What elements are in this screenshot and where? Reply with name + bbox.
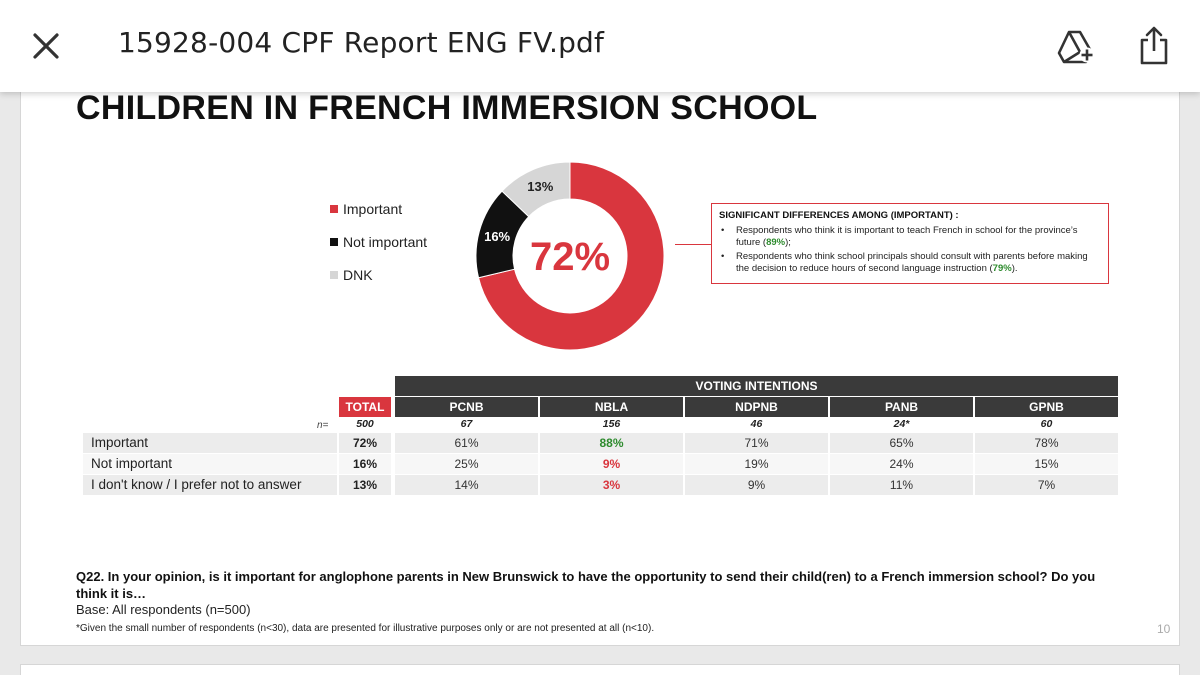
cell-background bbox=[830, 475, 973, 495]
legend-item-dnk: DNK bbox=[330, 267, 373, 283]
significant-differences-box: SIGNIFICANT DIFFERENCES AMONG (IMPORTANT… bbox=[711, 203, 1109, 284]
cell-background bbox=[339, 475, 391, 495]
cell-background bbox=[395, 454, 538, 474]
row-background bbox=[83, 433, 337, 453]
total-cell: 16% bbox=[352, 457, 378, 471]
voting-intentions-header: VOTING INTENTIONS bbox=[395, 376, 1118, 396]
page-number: 10 bbox=[1157, 622, 1171, 636]
value-cell: 11% bbox=[889, 478, 914, 492]
donut-slice-dnk bbox=[501, 161, 571, 218]
cell-background bbox=[685, 475, 828, 495]
legend-swatch bbox=[330, 271, 338, 279]
value-cell: 88% bbox=[599, 436, 624, 450]
legend-item-important: Important bbox=[330, 201, 402, 217]
row-background bbox=[83, 475, 337, 495]
value-cell: 3% bbox=[602, 478, 621, 492]
add-to-drive-icon bbox=[1057, 30, 1095, 64]
slice-label: 16% bbox=[484, 229, 510, 244]
n-total: 500 bbox=[356, 418, 374, 430]
question-text: Q22. In your opinion, is it important fo… bbox=[76, 569, 1096, 601]
donut-center-label: 72% bbox=[530, 235, 610, 279]
cell-background bbox=[540, 475, 683, 495]
donut-chart: 16% 13% 72% bbox=[475, 161, 665, 351]
column-header-panb: PANB bbox=[830, 397, 973, 417]
cell-background bbox=[339, 433, 391, 453]
cell-background bbox=[395, 475, 538, 495]
difference-text-pre: Respondents who think it is important to… bbox=[736, 225, 1078, 248]
column-header-ndpnb: NDPNB bbox=[685, 397, 828, 417]
cell-background bbox=[975, 454, 1118, 474]
close-icon bbox=[33, 33, 59, 59]
n-value: 24* bbox=[893, 418, 910, 430]
share-icon bbox=[1140, 26, 1168, 65]
row-label: I don't know / I prefer not to answer bbox=[91, 477, 302, 492]
value-cell: 9% bbox=[602, 457, 621, 471]
cell-background bbox=[685, 454, 828, 474]
row-label: Not important bbox=[91, 456, 173, 471]
value-cell: 15% bbox=[1034, 457, 1059, 471]
cell-background bbox=[830, 433, 973, 453]
difference-value: 89% bbox=[766, 237, 786, 248]
value-cell: 61% bbox=[454, 436, 479, 450]
n-value: 67 bbox=[460, 418, 473, 430]
value-cell: 24% bbox=[889, 457, 914, 471]
row-label: Important bbox=[91, 435, 149, 450]
difference-value: 79% bbox=[992, 263, 1012, 274]
difference-item: • Respondents who think it is important … bbox=[719, 225, 1100, 249]
legend-swatch bbox=[330, 238, 338, 246]
value-cell: 7% bbox=[1037, 478, 1056, 492]
difference-text-post: ); bbox=[785, 237, 791, 248]
callout-connector bbox=[675, 244, 711, 245]
total-cell: 72% bbox=[352, 436, 378, 450]
viewer-toolbar: 15928-004 CPF Report ENG FV.pdf bbox=[0, 0, 1200, 92]
cell-background bbox=[540, 433, 683, 453]
legend-swatch bbox=[330, 205, 338, 213]
bullet: • bbox=[721, 225, 725, 236]
bullet: • bbox=[721, 251, 725, 262]
share-button[interactable] bbox=[1136, 24, 1172, 66]
column-header-nbla: NBLA bbox=[540, 397, 683, 417]
value-cell: 71% bbox=[744, 436, 769, 450]
value-cell: 9% bbox=[747, 478, 766, 492]
cell-background bbox=[83, 454, 337, 474]
n-label: n= bbox=[317, 420, 329, 431]
value-cell: 25% bbox=[454, 457, 479, 471]
legend-item-not-important: Not important bbox=[330, 234, 427, 250]
footnote: *Given the small number of respondents (… bbox=[76, 623, 655, 634]
cell-background bbox=[830, 454, 973, 474]
legend-label: Important bbox=[343, 201, 403, 217]
n-value: 46 bbox=[750, 418, 763, 430]
cell-background bbox=[540, 454, 683, 474]
n-value: 60 bbox=[1040, 418, 1053, 430]
cell-background bbox=[975, 433, 1118, 453]
slide-title: CHILDREN IN FRENCH IMMERSION SCHOOL bbox=[76, 89, 818, 127]
cell-background bbox=[975, 475, 1118, 495]
difference-item: • Respondents who think school principal… bbox=[719, 251, 1100, 275]
legend-label: Not important bbox=[343, 234, 428, 250]
column-header-pcnb: PCNB bbox=[395, 397, 538, 417]
legend-label: DNK bbox=[343, 267, 373, 283]
next-pdf-page[interactable] bbox=[20, 664, 1180, 675]
cell-background bbox=[339, 454, 391, 474]
total-cell: 13% bbox=[352, 478, 378, 492]
n-value: 156 bbox=[602, 418, 621, 430]
cell-background bbox=[395, 433, 538, 453]
document-title: 15928-004 CPF Report ENG FV.pdf bbox=[118, 26, 605, 59]
difference-text-post: ). bbox=[1011, 263, 1018, 274]
value-cell: 19% bbox=[744, 457, 769, 471]
value-cell: 78% bbox=[1034, 436, 1059, 450]
close-button[interactable] bbox=[28, 28, 64, 64]
add-to-drive-button[interactable] bbox=[1056, 26, 1096, 66]
cell-background bbox=[685, 433, 828, 453]
total-header: TOTAL bbox=[339, 397, 391, 417]
value-cell: 14% bbox=[454, 478, 479, 492]
donut-slice-important bbox=[477, 161, 665, 351]
slice-label: 13% bbox=[527, 179, 553, 194]
pdf-page[interactable]: CHILDREN IN FRENCH IMMERSION SCHOOL Impo… bbox=[20, 70, 1180, 646]
base-text: Base: All respondents (n=500) bbox=[76, 602, 251, 617]
column-header-gpnb: GPNB bbox=[975, 397, 1118, 417]
differences-title: SIGNIFICANT DIFFERENCES AMONG (IMPORTANT… bbox=[719, 210, 959, 221]
value-cell: 65% bbox=[889, 436, 914, 450]
difference-text-pre: Respondents who think school principals … bbox=[736, 251, 1088, 274]
